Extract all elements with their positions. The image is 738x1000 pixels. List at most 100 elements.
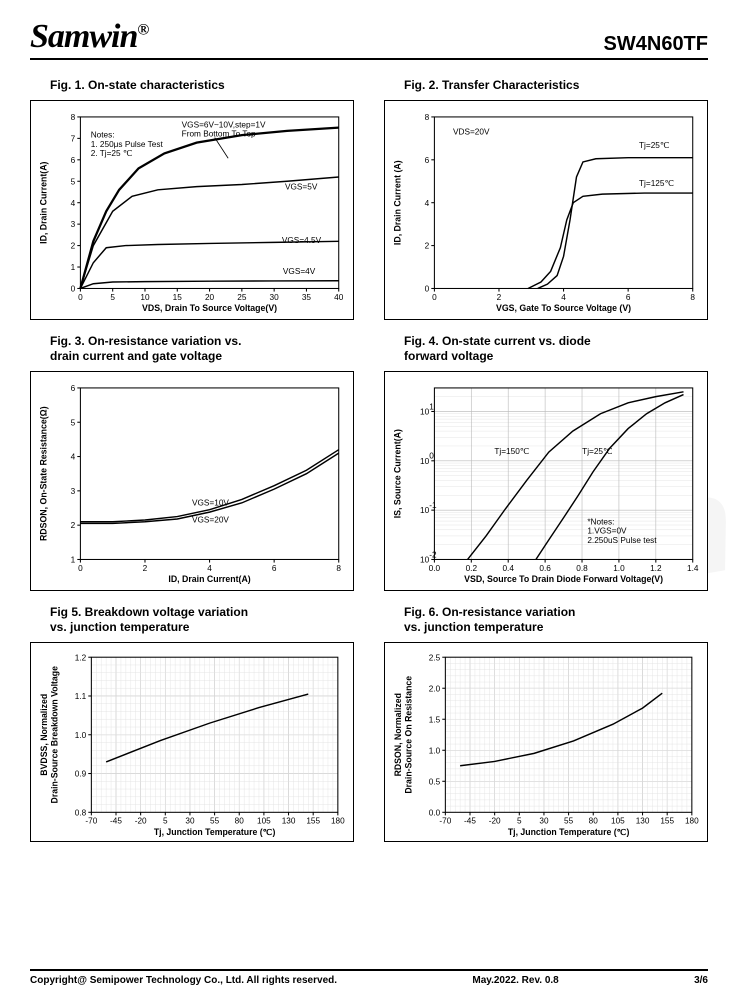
svg-text:55: 55 xyxy=(564,817,574,826)
svg-text:-20: -20 xyxy=(135,817,147,826)
svg-text:0.0: 0.0 xyxy=(429,564,441,573)
fig2-frame: 0246802468VGS, Gate To Source Voltage (V… xyxy=(384,100,708,320)
svg-text:35: 35 xyxy=(302,292,312,301)
fig5-title: Fig 5. Breakdown voltage variation vs. j… xyxy=(50,605,354,636)
copyright-text: Copyright@ Semipower Technology Co., Ltd… xyxy=(30,975,337,986)
svg-text:VGS=20V: VGS=20V xyxy=(192,515,229,524)
page-header: Samwin® SW4N60TF xyxy=(30,18,708,60)
svg-text:1: 1 xyxy=(71,263,76,272)
svg-text:4: 4 xyxy=(207,564,212,573)
fig4-title: Fig. 4. On-state current vs. diode forwa… xyxy=(404,334,708,365)
page-footer: Copyright@ Semipower Technology Co., Ltd… xyxy=(30,969,708,986)
svg-text:Drain-Source On Resistance: Drain-Source On Resistance xyxy=(403,676,413,794)
svg-text:0: 0 xyxy=(78,564,83,573)
svg-text:10: 10 xyxy=(420,407,430,416)
svg-text:VGS=4.5V: VGS=4.5V xyxy=(282,236,322,245)
svg-text:1.1: 1.1 xyxy=(75,692,87,701)
svg-text:Drain-Source Breakdown Voltage: Drain-Source Breakdown Voltage xyxy=(49,666,59,804)
svg-text:2: 2 xyxy=(71,521,76,530)
svg-text:Tj, Junction Temperature (℃): Tj, Junction Temperature (℃) xyxy=(508,827,630,837)
page-number: 3/6 xyxy=(694,975,708,986)
svg-text:0: 0 xyxy=(432,292,437,301)
svg-text:0.8: 0.8 xyxy=(576,564,588,573)
svg-text:BVDSS, Normalized: BVDSS, Normalized xyxy=(39,694,49,776)
svg-text:1: 1 xyxy=(429,402,434,411)
svg-text:2: 2 xyxy=(497,292,502,301)
svg-text:1.2: 1.2 xyxy=(75,653,87,662)
svg-text:4: 4 xyxy=(425,198,430,207)
cell-fig6: Fig. 6. On-resistance variation vs. junc… xyxy=(384,605,708,842)
svg-text:1.5: 1.5 xyxy=(429,715,441,724)
svg-text:Tj=25℃: Tj=25℃ xyxy=(639,141,669,150)
chart-grid: Fig. 1. On-state characteristics 0510152… xyxy=(30,78,708,842)
svg-text:80: 80 xyxy=(589,817,599,826)
svg-text:2: 2 xyxy=(143,564,148,573)
svg-text:ID, Drain Current(A): ID, Drain Current(A) xyxy=(38,161,48,243)
svg-text:2.0: 2.0 xyxy=(429,684,441,693)
svg-text:130: 130 xyxy=(282,817,296,826)
svg-text:8: 8 xyxy=(425,113,430,122)
svg-text:0: 0 xyxy=(71,284,76,293)
svg-text:7: 7 xyxy=(71,134,76,143)
svg-text:25: 25 xyxy=(237,292,247,301)
svg-text:55: 55 xyxy=(210,817,220,826)
svg-text:3: 3 xyxy=(71,220,76,229)
cell-fig4: Fig. 4. On-state current vs. diode forwa… xyxy=(384,334,708,591)
svg-text:6: 6 xyxy=(626,292,631,301)
svg-text:6: 6 xyxy=(425,156,430,165)
fig1-frame: 0510152025303540012345678VDS, Drain To S… xyxy=(30,100,354,320)
svg-text:5: 5 xyxy=(71,177,76,186)
svg-text:3: 3 xyxy=(71,487,76,496)
svg-text:-20: -20 xyxy=(489,817,501,826)
svg-text:80: 80 xyxy=(235,817,245,826)
svg-text:0.9: 0.9 xyxy=(75,770,87,779)
svg-text:-45: -45 xyxy=(110,817,122,826)
svg-text:0.5: 0.5 xyxy=(429,777,441,786)
cell-fig3: Fig. 3. On-resistance variation vs. drai… xyxy=(30,334,354,591)
svg-text:RDSON, On-State Resistance(Ω): RDSON, On-State Resistance(Ω) xyxy=(38,406,48,541)
svg-text:1.2: 1.2 xyxy=(650,564,662,573)
fig4-frame: 0.00.20.40.60.81.01.21.410-210-1100101VS… xyxy=(384,371,708,591)
svg-text:8: 8 xyxy=(690,292,695,301)
svg-text:1.4: 1.4 xyxy=(687,564,699,573)
svg-text:10: 10 xyxy=(420,555,430,564)
svg-text:5: 5 xyxy=(517,817,522,826)
svg-text:10: 10 xyxy=(420,457,430,466)
svg-text:4: 4 xyxy=(71,198,76,207)
svg-text:5: 5 xyxy=(110,292,115,301)
svg-text:155: 155 xyxy=(660,817,674,826)
svg-text:1.VGS=0V: 1.VGS=0V xyxy=(587,526,627,535)
svg-text:180: 180 xyxy=(331,817,345,826)
svg-text:-45: -45 xyxy=(464,817,476,826)
svg-text:2.5: 2.5 xyxy=(429,653,441,662)
svg-text:130: 130 xyxy=(636,817,650,826)
registered-mark: ® xyxy=(137,22,148,39)
svg-text:From Bottom To Top: From Bottom To Top xyxy=(182,129,256,138)
fig2-title: Fig. 2. Transfer Characteristics xyxy=(404,78,708,94)
svg-text:6: 6 xyxy=(272,564,277,573)
svg-text:6: 6 xyxy=(71,384,76,393)
svg-text:0: 0 xyxy=(429,452,434,461)
svg-text:Tj=125℃: Tj=125℃ xyxy=(639,179,674,188)
svg-text:30: 30 xyxy=(185,817,195,826)
svg-text:RDSON, Normalized: RDSON, Normalized xyxy=(393,693,403,776)
fig3-frame: 02468123456ID, Drain Current(A)RDSON, On… xyxy=(30,371,354,591)
svg-text:10: 10 xyxy=(140,292,150,301)
svg-text:-1: -1 xyxy=(429,501,437,510)
svg-text:0: 0 xyxy=(425,284,430,293)
part-number: SW4N60TF xyxy=(604,33,708,56)
svg-text:VGS, Gate To Source Voltage (: VGS, Gate To Source Voltage (V) xyxy=(496,303,631,313)
fig6-title: Fig. 6. On-resistance variation vs. junc… xyxy=(404,605,708,636)
svg-text:0: 0 xyxy=(78,292,83,301)
svg-text:40: 40 xyxy=(334,292,344,301)
fig1-title: Fig. 1. On-state characteristics xyxy=(50,78,354,94)
svg-text:20: 20 xyxy=(205,292,215,301)
fig3-title: Fig. 3. On-resistance variation vs. drai… xyxy=(50,334,354,365)
cell-fig1: Fig. 1. On-state characteristics 0510152… xyxy=(30,78,354,320)
svg-text:-70: -70 xyxy=(85,817,97,826)
svg-text:6: 6 xyxy=(71,156,76,165)
svg-text:8: 8 xyxy=(336,564,341,573)
svg-text:1.0: 1.0 xyxy=(75,731,87,740)
cell-fig5: Fig 5. Breakdown voltage variation vs. j… xyxy=(30,605,354,842)
svg-text:2: 2 xyxy=(71,241,76,250)
